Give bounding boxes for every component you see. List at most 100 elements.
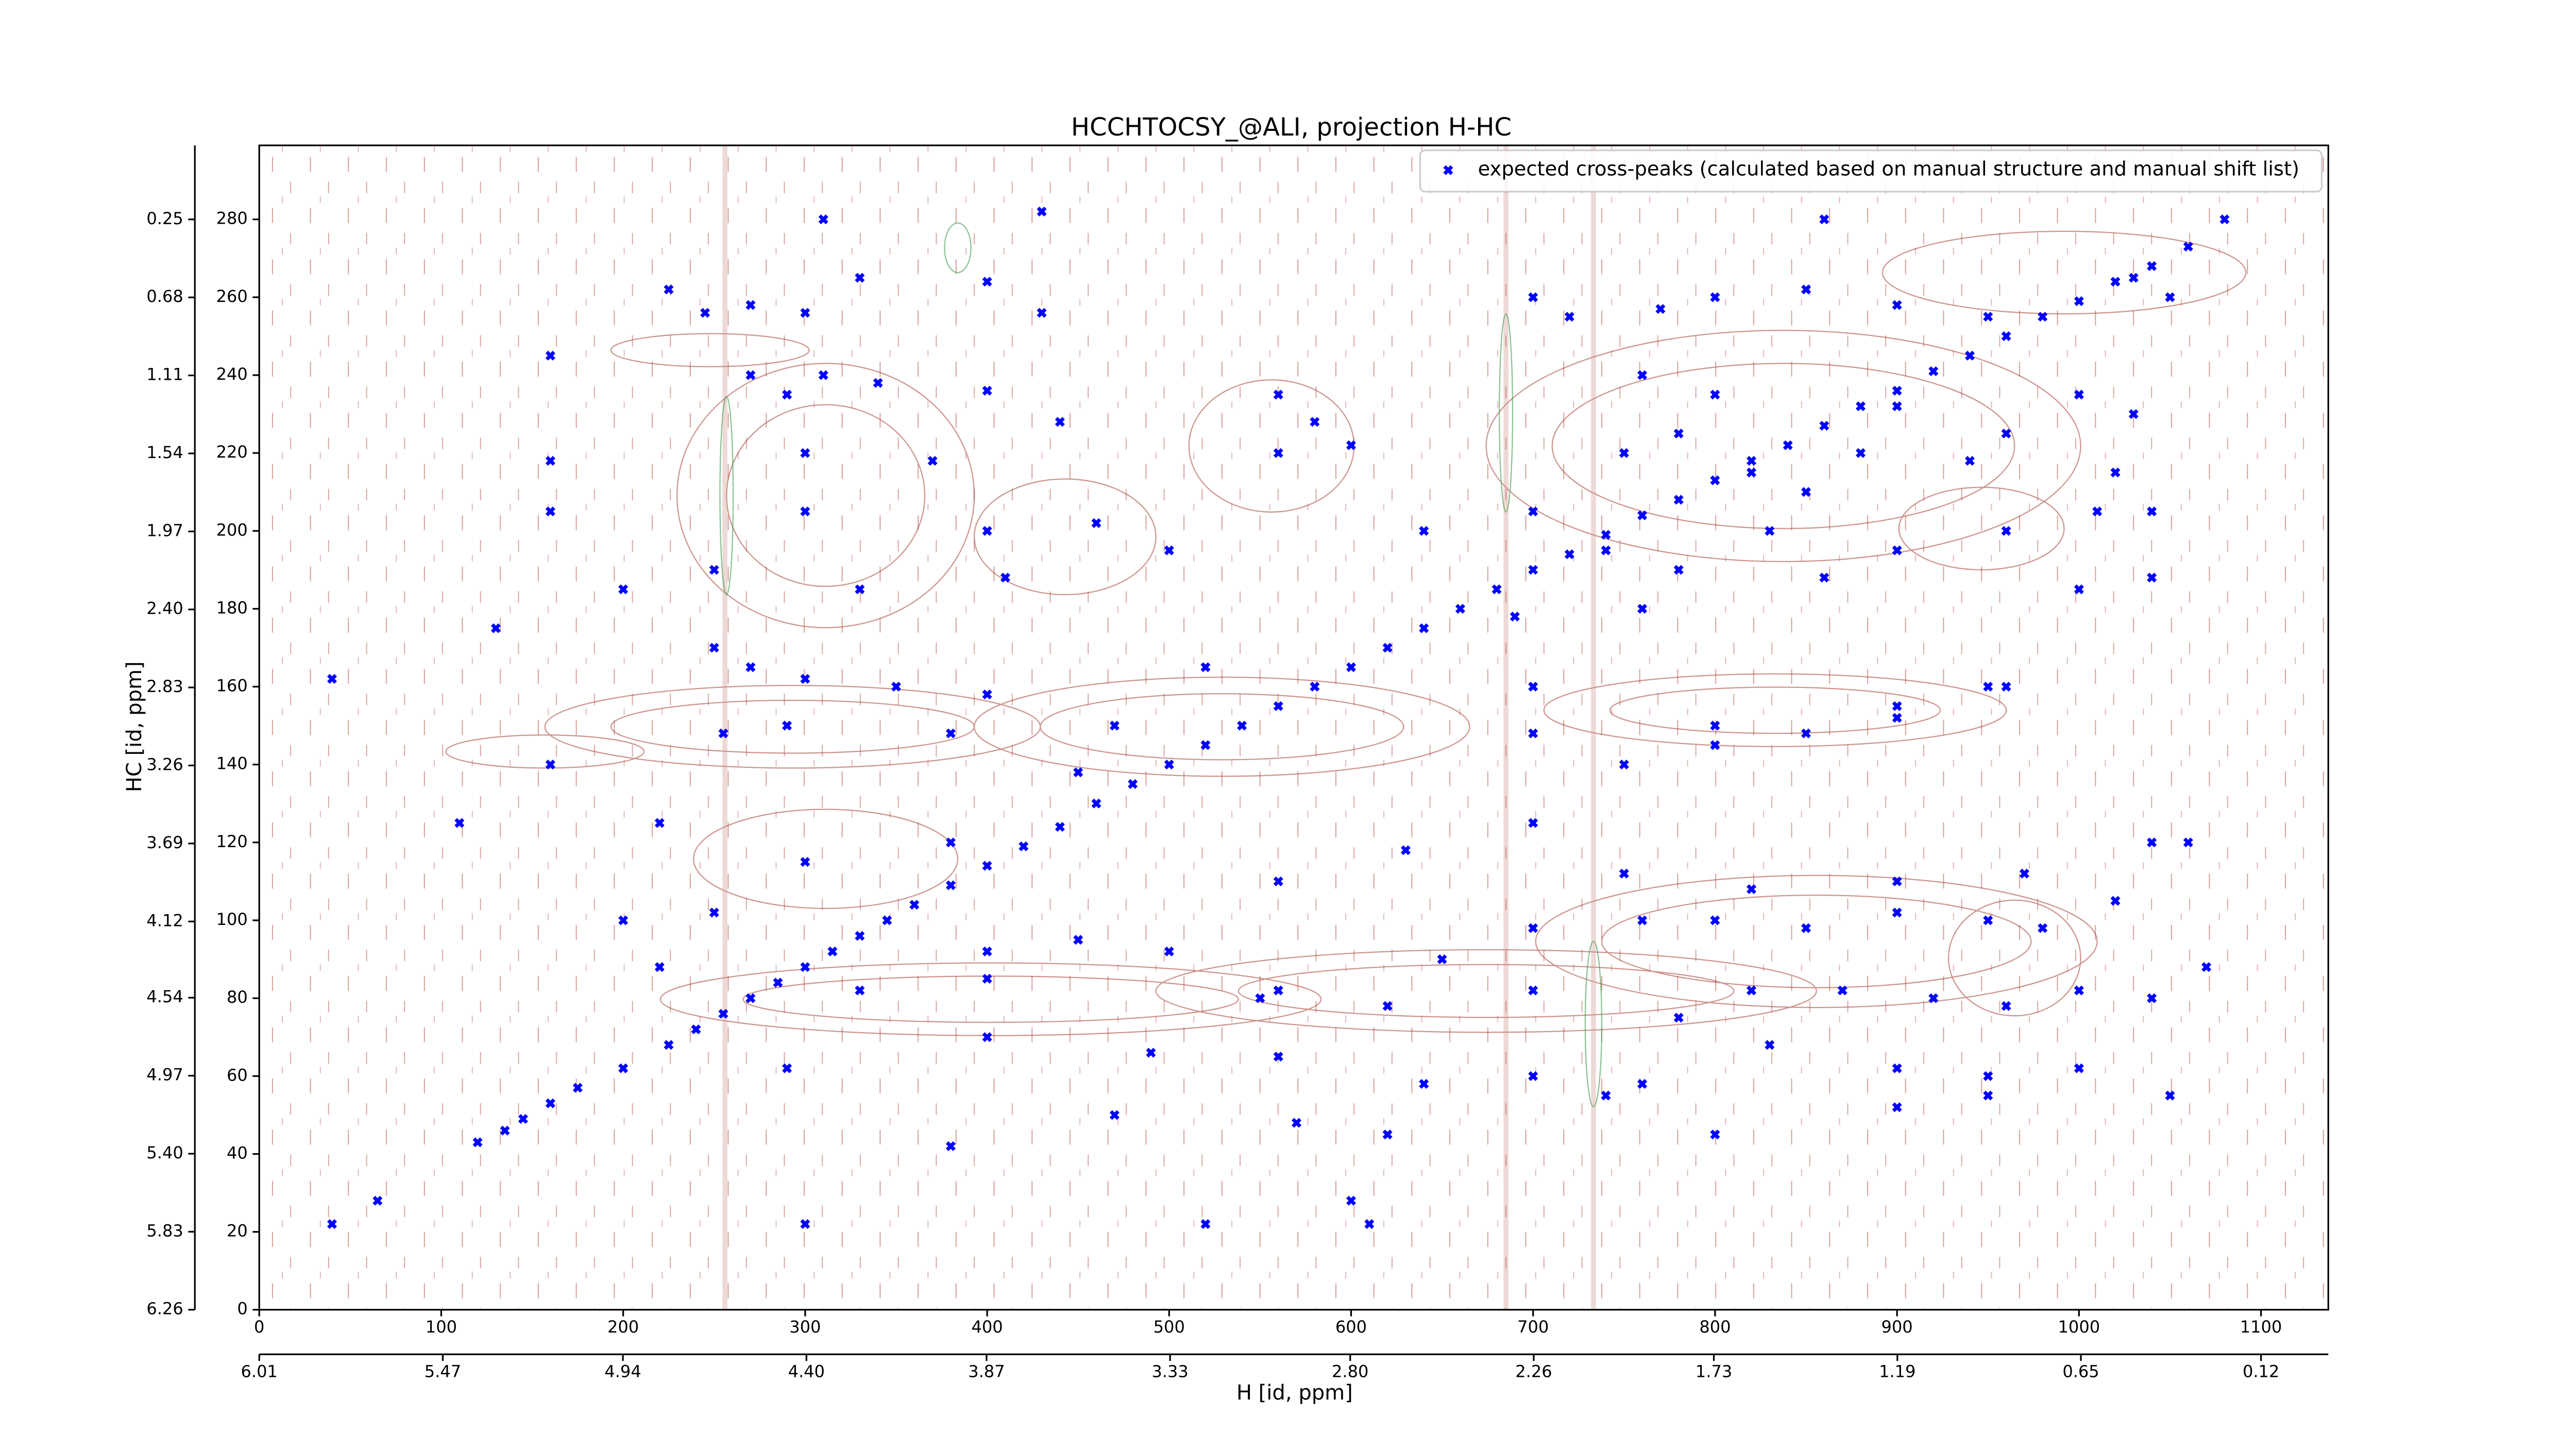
y2-tick-label: 5.83 — [146, 1221, 183, 1240]
cross-peak — [2128, 273, 2139, 283]
y2-tick-label: 3.26 — [146, 755, 183, 774]
cross-peak — [1564, 312, 1574, 322]
cross-peak — [1200, 740, 1211, 750]
x2-tick-label: 3.33 — [1151, 1362, 1188, 1381]
cross-peak — [1710, 1130, 1720, 1140]
y2-tick-label: 0.68 — [146, 287, 183, 306]
cross-peak — [1564, 549, 1574, 560]
cross-peak — [1237, 720, 1247, 731]
cross-peak — [800, 448, 810, 458]
cross-peak — [1510, 612, 1520, 622]
cross-peak — [1673, 565, 1684, 575]
cross-peak — [1892, 713, 1902, 723]
cross-peak — [718, 728, 728, 738]
cross-peak — [1455, 603, 1465, 614]
cross-peak — [1983, 1090, 1993, 1101]
cross-peak — [773, 978, 783, 988]
cross-peak — [1765, 1040, 1775, 1050]
cross-peak — [1619, 760, 1629, 770]
cross-peak — [709, 907, 719, 918]
cross-peak — [1710, 740, 1720, 750]
cross-peak — [2147, 572, 2157, 583]
cross-peak — [855, 931, 865, 941]
x-tick-label: 0 — [254, 1317, 264, 1337]
cross-peak — [1291, 1118, 1302, 1128]
x2-tick-label: 2.80 — [1332, 1362, 1368, 1381]
y-tick-label: 100 — [216, 909, 248, 929]
cross-peak — [1109, 1110, 1120, 1120]
cross-peak — [472, 1137, 483, 1148]
cross-peak — [1437, 954, 1447, 965]
chart-title: HCCHTOCSY_@ALI, projection H-HC — [1071, 113, 1512, 142]
cross-peak — [827, 946, 838, 957]
x2-tick-label: 0.12 — [2243, 1362, 2279, 1381]
cross-peak — [1109, 720, 1120, 731]
y2-tick-label: 3.69 — [146, 833, 183, 852]
cross-peak — [1855, 448, 1866, 458]
y2-tick-label: 1.11 — [146, 365, 183, 384]
y2-tick-label: 2.83 — [146, 677, 183, 696]
cross-peak — [818, 370, 828, 380]
cross-peak — [1073, 767, 1083, 778]
cross-peak — [2201, 962, 2212, 972]
cross-peak — [800, 506, 810, 517]
legend-box — [1419, 149, 2323, 193]
cross-peak — [800, 673, 810, 684]
cross-peak — [1528, 818, 1538, 828]
cross-peak — [691, 1024, 701, 1035]
y-tick-label: 40 — [227, 1143, 248, 1162]
cross-peak — [927, 456, 938, 466]
cross-peak — [2074, 584, 2084, 595]
cross-peak — [818, 214, 828, 225]
cross-peak — [1710, 915, 1720, 925]
y2-tick-label: 4.12 — [146, 911, 183, 930]
cross-peak — [1037, 308, 1047, 318]
cross-peak — [2001, 682, 2011, 692]
cross-peak — [2147, 837, 2157, 848]
x-tick-label: 200 — [607, 1317, 639, 1337]
cross-peak — [855, 273, 865, 283]
y-axis-label: HC [id, ppm] — [123, 661, 146, 792]
cross-peak — [1892, 876, 1902, 886]
cross-peak — [2019, 868, 2029, 879]
y-tick-label: 60 — [227, 1065, 248, 1085]
cross-peak — [982, 861, 992, 871]
cross-peak — [2165, 292, 2175, 302]
cross-peak — [545, 456, 555, 466]
y2-tick-label: 5.40 — [146, 1143, 183, 1162]
cross-peak — [1637, 1079, 1648, 1089]
cross-peak — [782, 390, 792, 400]
cross-peak — [1528, 682, 1538, 692]
cross-peak — [1819, 420, 1829, 431]
cross-peak — [1747, 467, 1757, 478]
y-tick-label: 0 — [237, 1299, 247, 1319]
y-tick-label: 80 — [227, 987, 248, 1007]
cross-peak — [855, 584, 865, 595]
y2-tick-label: 1.97 — [146, 520, 183, 540]
cross-peak — [982, 385, 992, 396]
legend-label: expected cross-peaks (calculated based o… — [1478, 158, 2299, 181]
legend-marker — [1443, 165, 1453, 175]
y-tick-label: 120 — [216, 832, 248, 851]
cross-peak — [654, 962, 665, 972]
x2-tick-label: 4.40 — [788, 1362, 825, 1381]
cross-peak — [945, 837, 956, 848]
cross-peak — [2110, 277, 2121, 287]
x-tick-label: 500 — [1154, 1317, 1185, 1337]
cross-peak — [1382, 1130, 1393, 1140]
cross-peak — [1747, 456, 1757, 466]
cross-peak — [1983, 915, 1993, 925]
x2-tick-label: 6.01 — [241, 1362, 278, 1381]
cross-peak — [2001, 526, 2011, 536]
cross-peak — [2147, 506, 2157, 517]
cross-peak — [1619, 868, 1629, 879]
cross-peak — [882, 915, 892, 925]
cross-peak — [1655, 304, 1666, 314]
cross-peak — [1892, 300, 1902, 310]
cross-peak — [1273, 876, 1283, 886]
cross-peak — [1200, 662, 1211, 672]
x-tick-label: 100 — [426, 1317, 457, 1337]
cross-peak — [1765, 526, 1775, 536]
cross-peak — [1673, 495, 1684, 505]
cross-peak — [1801, 487, 1811, 497]
